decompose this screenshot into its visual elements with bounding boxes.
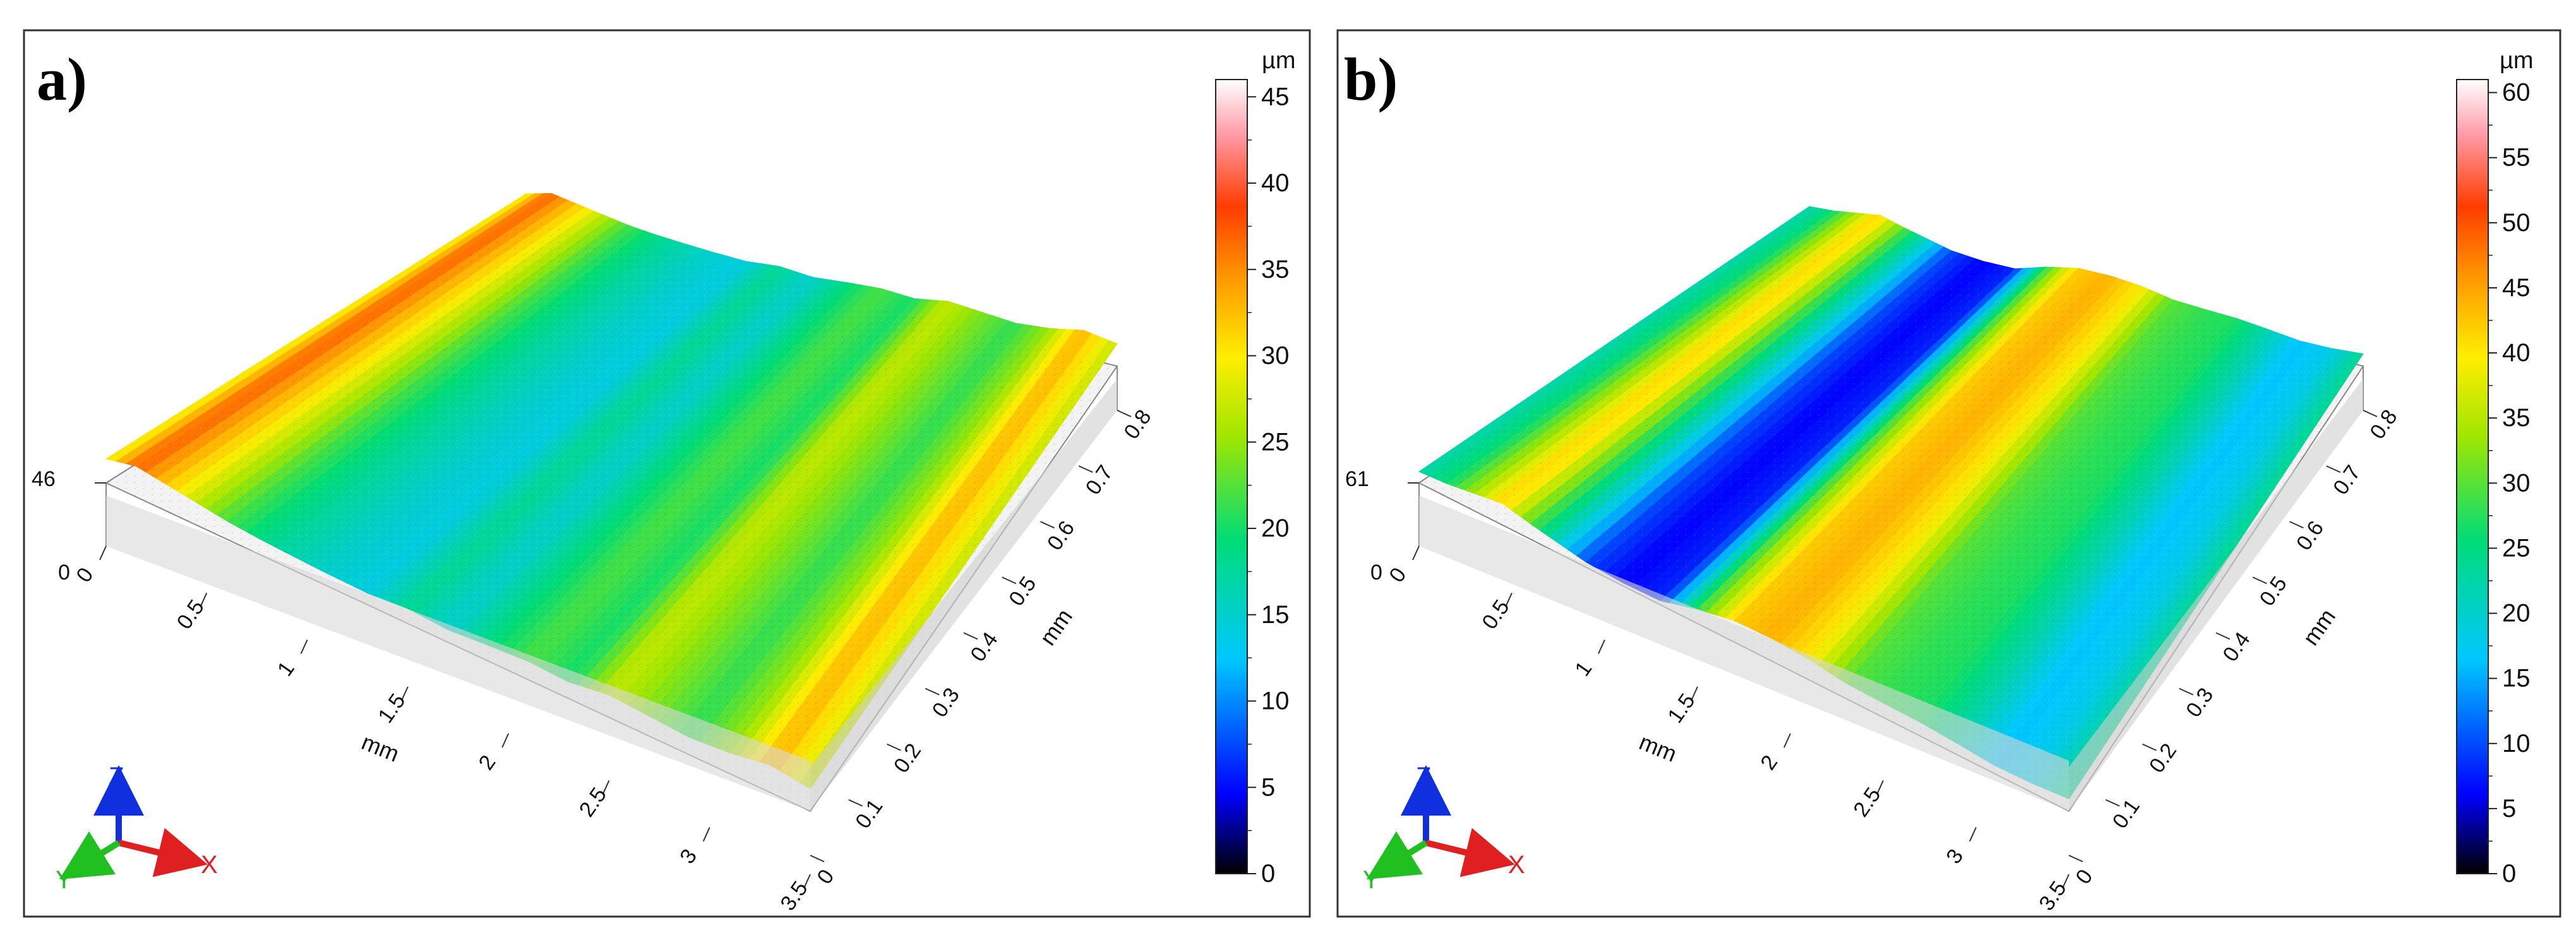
y-tick-mark bbox=[2289, 521, 2304, 529]
colorbar-tick-label: 0 bbox=[1261, 860, 1275, 888]
y-arrow-icon bbox=[1366, 831, 1428, 879]
panel-b-z-top-label: 61 bbox=[1345, 467, 1369, 491]
y-tick-mark bbox=[2215, 632, 2231, 640]
panel-a: a) 46 0 00.511.522.533.5 mm 00.10.20.30.… bbox=[23, 29, 1311, 918]
panel-a-side-wall bbox=[810, 379, 1117, 811]
x-tick-mark bbox=[1412, 545, 1420, 561]
colorbar-tick-label: 30 bbox=[2502, 469, 2531, 497]
triad-x-label: X bbox=[1508, 851, 1525, 879]
x-tick-mark bbox=[400, 686, 409, 701]
x-arrow-icon bbox=[117, 828, 208, 877]
x-tick-mark bbox=[1969, 827, 1977, 842]
y-tick-mark bbox=[848, 799, 863, 807]
y-tick-mark bbox=[2326, 465, 2341, 473]
triad-z-label: Z bbox=[1416, 763, 1431, 790]
y-tick-mark bbox=[1078, 465, 1093, 473]
y-tick-mark bbox=[2252, 576, 2267, 585]
x-tick-mark bbox=[602, 780, 610, 795]
x-tick-mark bbox=[803, 874, 811, 889]
panel-a-z-top-label: 46 bbox=[32, 467, 56, 491]
panel-b-side-wall bbox=[2069, 379, 2363, 811]
colorbar-tick-label: 35 bbox=[1261, 256, 1290, 283]
triad-z-label: Z bbox=[109, 763, 124, 790]
x-tick-mark bbox=[501, 733, 510, 748]
colorbar-tick-label: 5 bbox=[1261, 773, 1275, 801]
x-tick-mark bbox=[1598, 639, 1605, 654]
y-tick-mark bbox=[2105, 799, 2120, 807]
panel-a-label: a) bbox=[37, 45, 87, 113]
colorbar-tick-label: 25 bbox=[1261, 428, 1290, 456]
x-tick-mark bbox=[300, 639, 308, 654]
panel-b: b) 61 0 00.511.522.533.5 mm 00.10.20.30.… bbox=[1336, 29, 2561, 918]
triad-y-label: Y bbox=[1363, 866, 1380, 894]
colorbar-tick-label: 60 bbox=[2502, 79, 2531, 107]
y-arrow-icon bbox=[59, 831, 121, 879]
panel-b-z-bottom-label: 0 bbox=[1370, 561, 1382, 585]
y-tick-mark bbox=[2363, 410, 2378, 417]
colorbar-tick-label: 5 bbox=[2502, 795, 2516, 823]
x-tick-mark bbox=[1783, 733, 1791, 748]
y-tick-mark bbox=[887, 743, 901, 751]
panel-a-front-wall bbox=[106, 496, 810, 811]
colorbar-tick-label: 40 bbox=[1261, 169, 1290, 197]
x-tick-mark bbox=[1691, 686, 1698, 701]
colorbar-tick-label: 30 bbox=[1261, 342, 1290, 370]
colorbar-tick-label: 20 bbox=[1261, 514, 1290, 542]
panel-a-colorbar-unit: µm bbox=[1262, 47, 1296, 74]
panel-b-front-wall bbox=[1419, 496, 2069, 811]
panel-a-z-scale: 46 0 bbox=[32, 467, 106, 585]
y-tick-mark bbox=[2068, 855, 2083, 862]
y-tick-mark bbox=[963, 632, 978, 640]
panel-b-colorbar: µm 0 5 10 15 20 25 30 35 40 45 50 55 60 bbox=[2456, 47, 2534, 888]
colorbar-tick-label: 40 bbox=[2502, 339, 2531, 367]
panel-b-z-scale: 61 0 bbox=[1345, 467, 1419, 585]
colorbar-tick-label: 10 bbox=[1261, 687, 1290, 715]
y-tick-mark bbox=[1040, 521, 1055, 529]
colorbar-tick-label: 20 bbox=[2502, 600, 2531, 627]
y-tick-mark bbox=[925, 687, 940, 696]
y-tick-mark bbox=[2179, 687, 2194, 696]
x-tick-mark bbox=[1876, 780, 1884, 795]
panel-a-surface-texture bbox=[106, 218, 1117, 811]
colorbar-tick-label: 45 bbox=[1261, 83, 1290, 110]
y-tick-mark bbox=[2142, 743, 2157, 751]
x-tick-mark bbox=[200, 592, 208, 607]
x-tick-mark bbox=[2062, 874, 2070, 889]
x-tick-mark bbox=[99, 545, 107, 561]
panel-a-colorbar: µm 0 5 10 15 20 25 30 35 40 45 bbox=[1215, 47, 1296, 888]
panel-a-colorbar-gradient bbox=[1215, 79, 1248, 874]
colorbar-tick-label: 55 bbox=[2502, 144, 2531, 172]
colorbar-tick-label: 15 bbox=[2502, 665, 2531, 692]
panel-b-label: b) bbox=[1344, 45, 1398, 113]
x-tick-mark bbox=[1505, 592, 1513, 607]
colorbar-tick-label: 35 bbox=[2502, 404, 2531, 432]
colorbar-tick-label: 45 bbox=[2502, 274, 2531, 302]
panel-b-surface-texture bbox=[1419, 218, 2363, 811]
panel-a-z-bottom-label: 0 bbox=[58, 561, 70, 585]
colorbar-tick-label: 25 bbox=[2502, 534, 2531, 562]
colorbar-tick-label: 10 bbox=[2502, 730, 2531, 758]
y-tick-mark bbox=[810, 855, 825, 862]
x-tick-mark bbox=[702, 827, 710, 842]
colorbar-tick-label: 50 bbox=[2502, 209, 2531, 237]
y-tick-mark bbox=[1002, 576, 1017, 585]
panel-b-colorbar-gradient bbox=[2456, 79, 2489, 874]
triad-x-label: X bbox=[201, 851, 218, 879]
panel-a-axis-triad: Z X Y bbox=[56, 763, 218, 894]
triad-y-label: Y bbox=[56, 866, 73, 894]
colorbar-tick-label: 0 bbox=[2502, 860, 2516, 888]
panel-b-axis-triad: Z X Y bbox=[1363, 763, 1525, 894]
y-tick-mark bbox=[1117, 410, 1132, 417]
colorbar-tick-label: 15 bbox=[1261, 601, 1290, 629]
panel-b-colorbar-unit: µm bbox=[2500, 47, 2534, 74]
x-arrow-icon bbox=[1425, 828, 1515, 877]
